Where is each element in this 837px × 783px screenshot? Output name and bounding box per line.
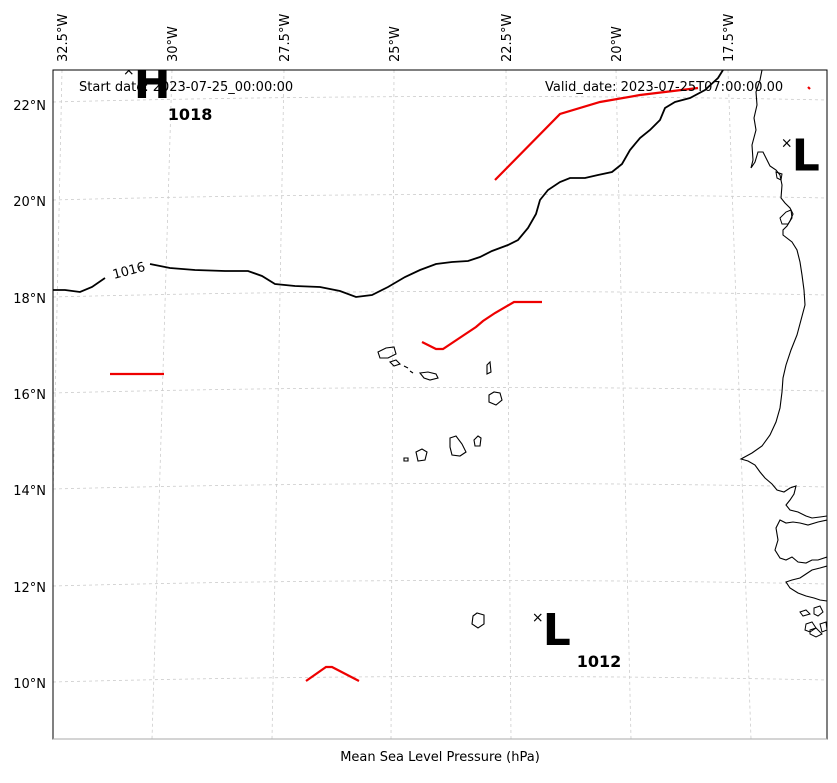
cape-blanc [775,171,793,225]
front-line [421,300,542,351]
lon-tick-label: 30°W [166,26,181,62]
lon-tick-label: 17.5°W [722,14,737,62]
lat-tick-label: 18°N [13,292,46,307]
front-line [494,86,699,181]
lon-tick-label: 22.5°W [500,14,515,62]
pressure-center-low: ×L 1013 [781,131,837,197]
fronts [110,86,811,682]
isobar-label: 1016 [111,260,147,283]
start-date-label: Start date: 2023-07-25_00:00:00 [79,80,293,95]
lon-tick-label: 25°W [388,26,403,62]
africa-coastline [739,70,827,519]
lat-tick-label: 12°N [13,581,46,596]
longitude-tick-labels: 32.5°W 30°W 27.5°W 25°W 22.5°W 20°W 17.5… [56,14,737,62]
center-pressure-value: 1013 [826,178,837,197]
center-type-label: H [134,58,171,109]
lat-tick-label: 20°N [13,195,46,210]
valid-date-label: Valid_date: 2023-07-25T07:00:00.00 [545,80,783,95]
front-line [807,86,811,90]
center-pressure-value: 1012 [577,652,622,671]
lat-tick-label: 16°N [13,388,46,403]
map-frame [52,69,828,740]
center-marker-icon: × [781,136,793,152]
lat-tick-label: 14°N [13,484,46,499]
center-marker-icon: × [532,610,544,626]
lat-tick-label: 22°N [13,99,46,114]
front-line [305,665,360,682]
map-caption: Mean Sea Level Pressure (hPa) [340,750,540,765]
lon-tick-label: 27.5°W [278,14,293,62]
lat-tick-label: 10°N [13,677,46,692]
center-marker-icon: × [123,63,135,79]
isobar-line [53,70,724,298]
pressure-center-low: × L 1012 [532,605,621,671]
africa-coastline-guinea [785,565,827,602]
latitude-tick-labels: 22°N 20°N 18°N 16°N 14°N 12°N 10°N [13,99,46,692]
lon-tick-label: 32.5°W [56,14,71,62]
graticule [53,70,827,739]
cape-verde-islands [377,346,503,629]
center-type-label: L [792,131,820,182]
center-type-label: L [543,605,571,656]
africa-coast-islands [799,605,827,638]
center-pressure-value: 1018 [168,105,213,124]
africa-coastline-south [774,519,827,564]
lon-tick-label: 20°W [610,26,625,62]
